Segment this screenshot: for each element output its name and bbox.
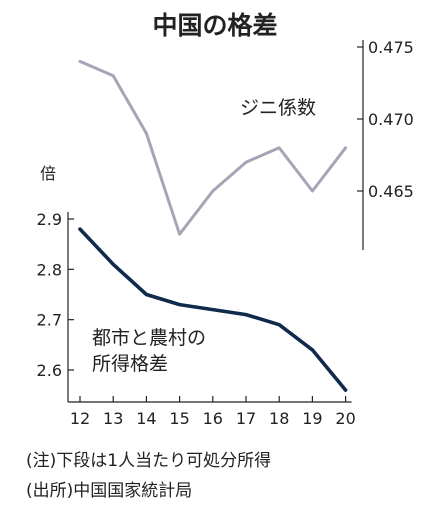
left-axis-tick-label: 2.7: [37, 311, 62, 330]
x-axis-tick-label: 20: [335, 409, 355, 428]
x-axis-tick-label: 14: [136, 409, 156, 428]
x-axis-tick-label: 12: [70, 409, 90, 428]
x-axis-tick-label: 19: [302, 409, 322, 428]
source: (出所)中国国家統計局: [26, 481, 193, 501]
gini-series-label: ジニ係数: [240, 97, 316, 119]
x-axis-tick-label: 18: [269, 409, 289, 428]
x-axis-tick-label: 17: [236, 409, 256, 428]
right-axis-tick-label: 0.470: [368, 110, 414, 129]
note: (注)下段は1人当たり可処分所得: [26, 451, 272, 471]
right-axis-tick-label: 0.465: [368, 182, 414, 201]
left-axis-tick-label: 2.6: [37, 361, 62, 380]
x-axis-tick-label: 15: [169, 409, 189, 428]
chart-title: 中国の格差: [152, 11, 278, 40]
income-gap-series-label: 都市と農村の: [92, 327, 206, 349]
x-axis-tick-label: 16: [203, 409, 223, 428]
income-gap-series-label: 所得格差: [92, 353, 168, 375]
x-axis-tick-label: 13: [103, 409, 123, 428]
right-axis-tick-label: 0.475: [368, 38, 414, 57]
gini-series-line: [78, 59, 348, 236]
left-axis-tick-label: 2.9: [37, 210, 62, 229]
left-axis-unit: 倍: [40, 164, 56, 183]
left-axis-tick-label: 2.8: [37, 260, 62, 279]
